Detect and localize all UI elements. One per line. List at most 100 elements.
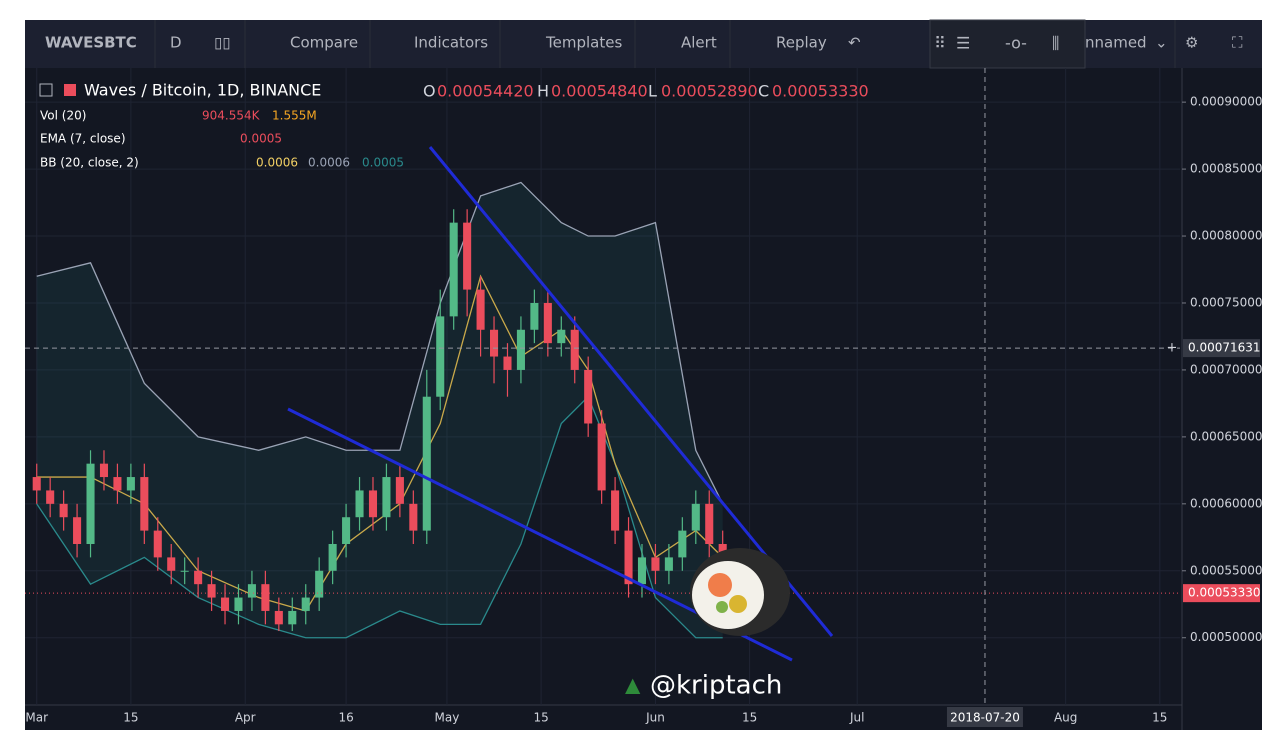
y-tick-label: 0.00065000 bbox=[1190, 429, 1263, 443]
collapse-icon[interactable] bbox=[39, 83, 53, 97]
layout-name[interactable]: nnamed bbox=[1085, 34, 1147, 52]
low-value: 0.00052890 bbox=[661, 82, 758, 101]
y-tick-label: 0.00075000 bbox=[1190, 295, 1263, 309]
bb-upper-value: 0.0006 bbox=[308, 156, 350, 170]
tool-icon[interactable]: -o- bbox=[1005, 34, 1027, 53]
candle-body bbox=[705, 503, 714, 544]
replay-button[interactable]: Replay bbox=[776, 34, 827, 52]
x-tick-label: 15 bbox=[742, 711, 757, 725]
interval[interactable]: D bbox=[170, 34, 182, 52]
layout-menu[interactable]: ⌄ bbox=[1155, 34, 1168, 52]
volume-ma-value: 1.555M bbox=[272, 109, 317, 123]
bb-legend[interactable]: BB (20, close, 2) bbox=[40, 156, 139, 170]
settings-button[interactable]: ⚙ bbox=[1185, 34, 1198, 52]
ema-value: 0.0005 bbox=[240, 132, 282, 146]
candle-body bbox=[476, 289, 485, 330]
candle-body bbox=[597, 423, 606, 491]
x-tick-label: Apr bbox=[235, 711, 256, 725]
candle-body bbox=[409, 503, 418, 531]
candle-body bbox=[86, 463, 95, 544]
crosshair-price-label: 0.00071631 bbox=[1188, 341, 1261, 355]
fullscreen-button[interactable]: ⛶ bbox=[1232, 34, 1243, 52]
candle-body bbox=[288, 610, 297, 625]
indicators-button[interactable]: Indicators bbox=[414, 34, 488, 52]
x-tick-label: 15 bbox=[1152, 711, 1167, 725]
x-tick-label: 16 bbox=[338, 711, 353, 725]
candle-body bbox=[678, 530, 687, 558]
candle-body bbox=[570, 329, 579, 370]
drag-handle[interactable]: ⠿ bbox=[934, 34, 946, 53]
y-tick-label: 0.00090000 bbox=[1190, 95, 1263, 109]
open-value: 0.00054420 bbox=[437, 82, 534, 101]
alert-button[interactable]: Alert bbox=[681, 34, 717, 52]
crosshair-date-label: 2018-07-20 bbox=[950, 711, 1020, 725]
open-label: O bbox=[423, 82, 436, 101]
candle-body bbox=[113, 477, 122, 491]
compare-button[interactable]: Compare bbox=[290, 34, 358, 52]
indicator-line bbox=[36, 395, 723, 639]
tool-icon[interactable]: ☰ bbox=[956, 34, 970, 53]
crosshair-date-tag bbox=[946, 707, 1023, 727]
candle-body bbox=[261, 584, 270, 611]
candle-body bbox=[624, 530, 633, 585]
close-value: 0.00053330 bbox=[772, 82, 869, 101]
candle-body bbox=[32, 477, 41, 491]
candle-body bbox=[516, 329, 525, 370]
y-tick-label: 0.00050000 bbox=[1190, 630, 1263, 644]
templates-button[interactable]: Templates bbox=[545, 34, 622, 52]
last-price-label: 0.00053330 bbox=[1188, 586, 1261, 600]
candle-body bbox=[274, 610, 283, 625]
ema-legend[interactable]: EMA (7, close) bbox=[40, 132, 126, 146]
undo-button[interactable]: ↶ bbox=[848, 34, 861, 52]
candle-body bbox=[557, 329, 566, 344]
candle-body bbox=[436, 316, 445, 397]
y-tick-label: 0.00085000 bbox=[1190, 162, 1263, 176]
candle-body bbox=[637, 557, 647, 585]
candle-body bbox=[449, 222, 458, 317]
candle-body bbox=[73, 517, 82, 544]
volume-value: 904.554K bbox=[202, 109, 261, 123]
candle-body bbox=[99, 463, 109, 478]
bb-lower-value: 0.0005 bbox=[362, 156, 404, 170]
candle-body bbox=[328, 544, 337, 571]
candle-body bbox=[584, 369, 593, 424]
candle-body bbox=[664, 557, 673, 571]
symbol-flag[interactable] bbox=[64, 84, 76, 96]
candle-body bbox=[395, 477, 404, 504]
crosshair-plus: + bbox=[1167, 341, 1178, 356]
sushi-sticker bbox=[690, 548, 790, 636]
x-tick-label: 15 bbox=[123, 711, 138, 725]
symbol[interactable]: WAVESBTC bbox=[45, 34, 137, 52]
candle-body bbox=[691, 503, 700, 531]
candle-body bbox=[490, 329, 499, 357]
x-tick-label: Aug bbox=[1054, 711, 1077, 725]
candle-body bbox=[194, 570, 203, 585]
y-tick-label: 0.00060000 bbox=[1190, 496, 1263, 510]
tool-icon[interactable]: ⫼ bbox=[1052, 34, 1059, 53]
drawing-toolbar[interactable] bbox=[929, 19, 1086, 69]
volume-legend[interactable]: Vol (20) bbox=[40, 109, 86, 123]
candle-body bbox=[140, 477, 149, 531]
candle-body bbox=[382, 477, 391, 518]
candle-body bbox=[342, 517, 351, 544]
close-label: C bbox=[758, 82, 769, 101]
indicator-line bbox=[36, 274, 724, 612]
bar-style-icon[interactable]: ▯▯ bbox=[214, 34, 231, 52]
x-tick-label: Jul bbox=[849, 711, 864, 725]
tree-icon: ▲ bbox=[625, 673, 641, 697]
candle-body bbox=[355, 490, 364, 518]
candle-body bbox=[247, 584, 256, 598]
candle-body bbox=[651, 557, 660, 571]
candle-body bbox=[207, 584, 216, 598]
candle-body bbox=[463, 222, 472, 290]
candle-body bbox=[59, 503, 68, 518]
legend-title[interactable]: Waves / Bitcoin, 1D, BINANCE bbox=[84, 81, 321, 100]
x-tick-label: 15 bbox=[533, 711, 548, 725]
candle-body bbox=[167, 557, 176, 571]
candle-body bbox=[503, 356, 512, 370]
bb-mid-value: 0.0006 bbox=[256, 156, 298, 170]
x-tick-label: Mar bbox=[25, 711, 48, 725]
high-label: H bbox=[537, 82, 549, 101]
x-tick-label: Jun bbox=[645, 711, 665, 725]
